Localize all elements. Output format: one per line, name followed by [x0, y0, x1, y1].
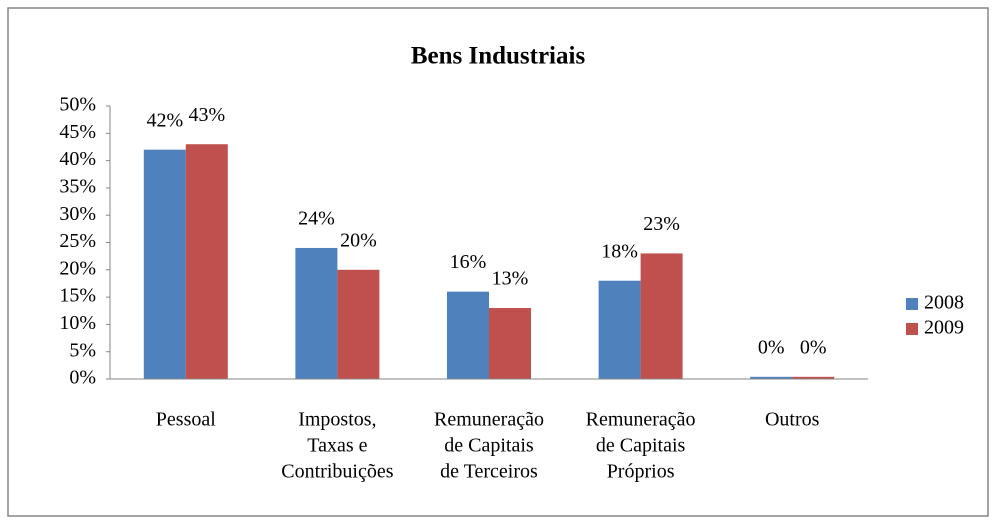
y-tick-label: 25% [59, 230, 96, 252]
bar [792, 376, 835, 379]
value-label: 43% [188, 104, 225, 126]
x-tick-label: Outros [765, 409, 820, 431]
value-label: 24% [298, 208, 335, 230]
x-tick-label: Remuneração [586, 409, 696, 431]
x-tick-label: Pessoal [156, 409, 216, 431]
x-tick-label: Próprios [607, 461, 675, 483]
y-tick-label: 40% [59, 148, 96, 170]
x-tick-label: Taxas e [307, 435, 367, 457]
legend-label: 2008 [924, 292, 964, 314]
bar [185, 144, 228, 379]
y-tick-label: 20% [59, 257, 96, 279]
y-tick-label: 0% [69, 367, 96, 389]
bar [640, 253, 683, 379]
y-tick-label: 10% [59, 312, 96, 334]
legend-swatch [906, 323, 918, 335]
bar [337, 269, 380, 379]
x-tick-label: Remuneração [434, 409, 544, 431]
bar [447, 291, 489, 379]
bar [598, 280, 641, 379]
y-tick-label: 30% [59, 203, 96, 225]
legend-swatch [906, 298, 918, 310]
bar [750, 376, 793, 379]
x-tick-label: de Capitais [596, 435, 686, 457]
x-tick-label: de Terceiros [440, 461, 538, 483]
value-label: 13% [492, 268, 529, 290]
y-tick-label: 45% [59, 121, 96, 143]
chart-title: Bens Industriais [411, 43, 586, 70]
value-label: 20% [340, 229, 377, 251]
y-tick-label: 50% [59, 94, 96, 116]
bar [295, 247, 338, 379]
x-tick-label: de Capitais [444, 435, 534, 457]
x-tick-label: Contribuições [281, 461, 393, 483]
x-tick-label: Impostos, [298, 409, 376, 431]
bar [143, 149, 186, 379]
value-label: 0% [800, 336, 827, 358]
y-tick-label: 15% [59, 285, 96, 307]
value-label: 18% [601, 240, 638, 262]
value-label: 42% [146, 109, 183, 131]
y-tick-label: 35% [59, 175, 96, 197]
value-label: 16% [450, 251, 487, 273]
y-tick-label: 5% [69, 339, 96, 361]
value-label: 23% [643, 213, 680, 235]
bar [489, 308, 531, 379]
value-label: 0% [758, 336, 785, 358]
legend-label: 2009 [924, 317, 964, 339]
